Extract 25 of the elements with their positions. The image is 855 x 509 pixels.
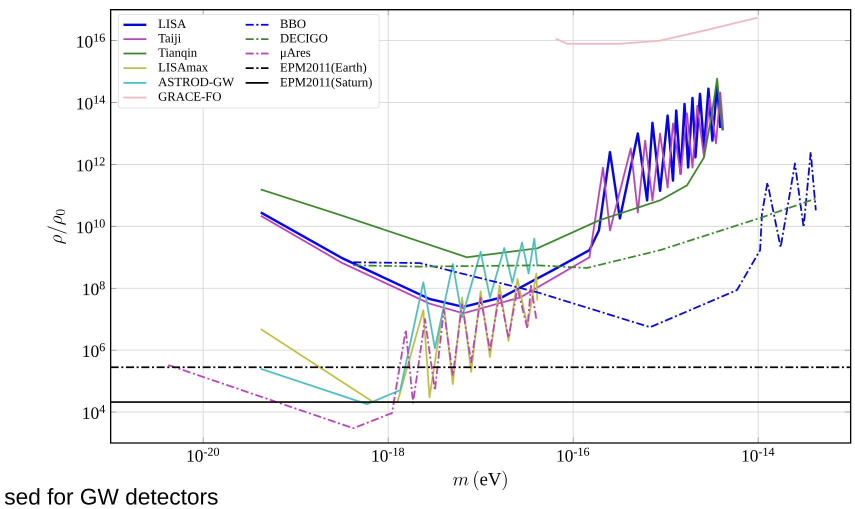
legend-label: Taiji [158,34,181,46]
x-tick-label: 10$^{-16}$ [558,448,590,462]
y-tick-label: 10$^{14}$ [77,96,106,110]
legend-label: LISAmax [158,62,208,72]
legend-label: LISA [158,20,186,28]
y-axis-title: $\rho/\rho_0$ [47,209,67,244]
legend-label: Tianqin [158,48,197,60]
x-axis-title: $m\,(\mathrm{eV})$ [453,470,507,490]
text: sed for GW detectors [4,488,218,505]
legend-label: BBO [280,20,306,28]
y-tick-label: 10$^{4}$ [83,405,106,420]
legend-label: EPM2011(Earth) [280,62,366,74]
legend-label: DECIGO [280,34,328,42]
x-tick-label: 10$^{-14}$ [742,448,774,462]
y-tick-label: 10$^{8}$ [83,281,105,296]
y-tick-label: 10$^{12}$ [77,157,105,172]
y-tick-label: 10$^{10}$ [77,219,105,234]
y-tick-label: 10$^{16}$ [77,34,105,48]
x-tick-label: 10$^{-20}$ [188,448,220,462]
y-tick-label: 10$^{6}$ [83,343,105,358]
legend-label: ASTROD-GW [158,78,234,86]
legend-label: EPM2011(Saturn) [280,78,372,90]
legend-label: μAres [280,48,310,60]
x-tick-label: 10$^{-18}$ [372,448,404,462]
legend-label: GRACE-FO [158,92,221,101]
